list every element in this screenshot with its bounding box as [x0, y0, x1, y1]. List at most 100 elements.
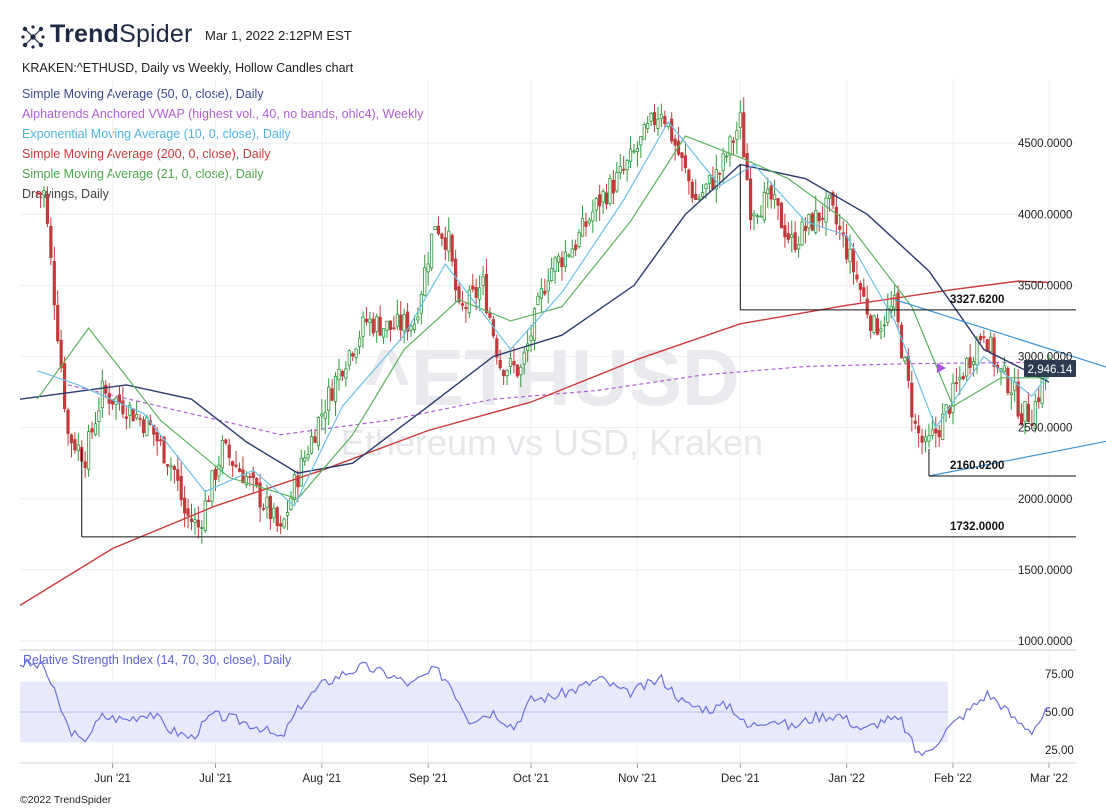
candle-up	[975, 339, 979, 366]
candle-up	[169, 465, 173, 468]
candle-down	[296, 475, 300, 488]
x-tick-label: Sep '21	[409, 773, 448, 785]
horizontal-levels[interactable]: 3327.6200 2160.0200 1732.0000	[81, 164, 1076, 538]
candle-up	[87, 431, 91, 470]
y-tick-label: 1000.0000	[1018, 636, 1072, 648]
candle-up	[814, 209, 818, 233]
candle-down	[769, 185, 773, 200]
candle-up	[773, 194, 777, 201]
candle-down	[73, 439, 77, 451]
candle-up	[344, 368, 348, 379]
candle-up	[848, 248, 852, 263]
candle-down	[399, 314, 403, 331]
candle-down	[982, 336, 986, 339]
candle-down	[224, 439, 228, 444]
legend-sma50[interactable]: Simple Moving Average (50, 0, close), Da…	[22, 87, 264, 101]
candle-up	[659, 113, 664, 120]
candle-up	[958, 377, 962, 381]
candle-up	[333, 376, 338, 402]
candle-up	[323, 412, 327, 419]
candle-down	[454, 258, 458, 291]
candle-down	[104, 384, 108, 394]
candle-up	[632, 150, 636, 153]
candle-up	[447, 230, 451, 252]
candle-down	[543, 290, 547, 295]
candle-down	[687, 169, 691, 182]
candle-down	[584, 221, 588, 227]
candle-down	[1037, 397, 1041, 403]
candle-up	[210, 470, 214, 502]
legend-sma200[interactable]: Simple Moving Average (200, 0, close), D…	[22, 147, 271, 161]
candle-down	[793, 232, 797, 251]
candle-up	[601, 191, 605, 203]
candle-down	[776, 198, 780, 206]
x-tick-label: Nov '21	[618, 773, 657, 785]
y-tick-label: 4000.0000	[1018, 209, 1072, 221]
candle-down	[670, 118, 674, 142]
candle-up	[285, 512, 290, 516]
candle-down	[255, 478, 259, 486]
candle-down	[464, 307, 468, 309]
candle-up	[951, 382, 955, 413]
candle-down	[237, 468, 242, 473]
candle-up	[505, 369, 509, 377]
candle-up	[375, 316, 379, 332]
candle-up	[587, 219, 591, 224]
candle-up	[193, 519, 197, 523]
candle-up	[395, 313, 399, 327]
candle-down	[495, 338, 499, 358]
rsi-title: Relative Strength Index (14, 70, 30, clo…	[23, 653, 292, 667]
candle-up	[882, 324, 886, 327]
legend-vwap[interactable]: Alphatrends Anchored VWAP (highest vol.,…	[22, 107, 424, 121]
candle-up	[292, 474, 297, 500]
candle-up	[735, 130, 739, 140]
candle-down	[937, 430, 941, 438]
candle-down	[875, 318, 880, 335]
x-tick-label: Jan '22	[828, 773, 865, 785]
rsi-tick-label: 25.00	[1045, 745, 1074, 757]
candle-up	[824, 197, 828, 223]
candle-down	[731, 140, 736, 143]
candle-down	[162, 436, 166, 464]
candle-up	[409, 325, 413, 331]
legend-sma21[interactable]: Simple Moving Average (21, 0, close), Da…	[22, 167, 264, 181]
candle-down	[340, 371, 345, 377]
candle-down	[330, 388, 334, 401]
candle-down	[1019, 413, 1024, 425]
candle-down	[52, 261, 56, 306]
candle-up	[320, 413, 324, 417]
candle-up	[553, 257, 557, 272]
candle-down	[138, 417, 142, 420]
x-tick-label: Feb '22	[934, 773, 972, 785]
legend-ema10[interactable]: Exponential Moving Average (10, 0, close…	[22, 127, 291, 141]
candle-down	[604, 192, 609, 205]
trendline[interactable]	[928, 430, 1106, 477]
candle-down	[851, 248, 856, 273]
candle-up	[416, 316, 420, 321]
brand-bold: Trend	[50, 20, 120, 48]
chart-title: KRAKEN:^ETHUSD, Daily vs Weekly, Hollow …	[22, 61, 354, 75]
candle-down	[392, 327, 396, 330]
candle-down	[821, 217, 825, 220]
last-price-tag: 2,946.14	[937, 360, 1076, 377]
candle-down	[351, 353, 355, 357]
candle-up	[217, 464, 221, 477]
candle-down	[896, 292, 900, 323]
candle-down	[35, 191, 39, 194]
candle-down	[673, 138, 677, 146]
candle-down	[598, 194, 602, 207]
candle-up	[567, 254, 571, 257]
candle-down	[121, 400, 125, 415]
trendline[interactable]	[894, 299, 1106, 385]
candle-down	[440, 233, 444, 239]
candle-down	[934, 428, 938, 434]
candle-up	[1009, 392, 1013, 396]
candle-down	[810, 213, 814, 231]
candle-down	[1006, 367, 1010, 394]
candle-down	[1026, 403, 1031, 422]
price-axis: 4500.00004000.00003500.00003000.00002500…	[1018, 138, 1072, 648]
candle-down	[213, 468, 218, 480]
candle-up	[265, 496, 269, 508]
candle-up	[244, 476, 248, 486]
